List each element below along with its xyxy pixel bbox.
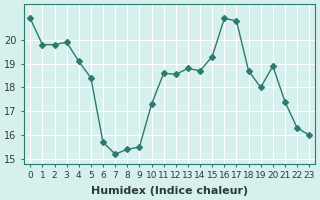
X-axis label: Humidex (Indice chaleur): Humidex (Indice chaleur) xyxy=(91,186,248,196)
